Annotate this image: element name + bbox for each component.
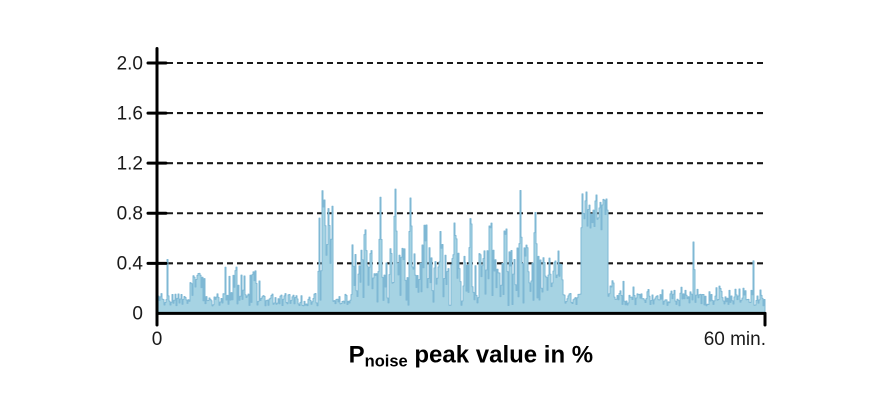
- svg-text:0.8: 0.8: [117, 204, 143, 225]
- svg-text:0: 0: [132, 304, 143, 325]
- svg-text:2.0: 2.0: [117, 54, 143, 75]
- svg-text:1.2: 1.2: [117, 154, 143, 175]
- svg-text:0.4: 0.4: [117, 254, 144, 275]
- svg-text:1.6: 1.6: [117, 104, 143, 125]
- svg-text:60 min.: 60 min.: [704, 329, 766, 350]
- svg-text:Pnoise peak value in %: Pnoise peak value in %: [349, 342, 594, 371]
- svg-text:0: 0: [152, 329, 163, 350]
